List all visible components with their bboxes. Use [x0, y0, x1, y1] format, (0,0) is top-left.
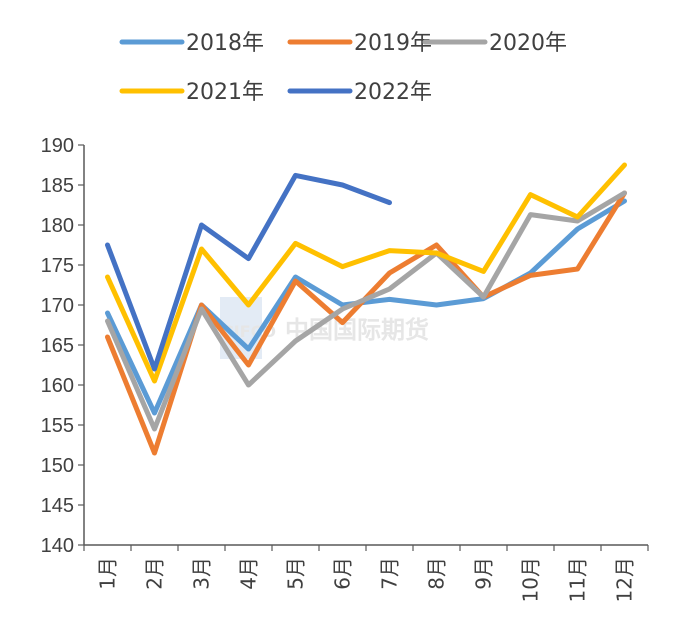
legend: 2018年 2019年 2020年 2021年 2022年	[119, 31, 567, 105]
y-tick-label: 170	[41, 295, 74, 317]
series-line-2020年	[105, 190, 627, 432]
x-tick-label: 7月	[378, 557, 402, 590]
x-tick-label: 5月	[284, 557, 308, 590]
x-axis: 1月 2月 3月 4月 5月 6月 7月 8月 9月 10月 11月 12月	[83, 544, 649, 602]
series-line-2018年	[105, 198, 627, 416]
y-tick-label: 180	[41, 215, 74, 237]
legend-item: 2020年	[422, 31, 567, 56]
y-tick-label: 160	[41, 375, 74, 397]
series-line-2021年	[105, 162, 627, 384]
x-tick-label: 4月	[237, 557, 261, 590]
series-lines	[105, 162, 627, 456]
x-tick-label: 8月	[425, 557, 449, 590]
y-tick-label: 155	[41, 415, 74, 437]
legend-label: 2022年	[354, 80, 432, 105]
x-tick-label: 6月	[331, 557, 355, 590]
x-tick-label: 1月	[96, 557, 120, 590]
y-tick-label: 140	[41, 535, 74, 557]
y-axis: 140 145 150 155 160 165 170 175 180 185 190	[41, 135, 85, 557]
y-tick-label: 175	[41, 255, 74, 277]
y-tick-label: 165	[41, 335, 74, 357]
legend-item: 2022年	[287, 80, 432, 105]
legend-label: 2021年	[186, 80, 264, 105]
legend-item: 2019年	[287, 31, 432, 56]
legend-label: 2020年	[489, 31, 567, 56]
watermark-text: 中国国际期货	[285, 316, 429, 344]
y-tick-label: 145	[41, 495, 74, 517]
legend-item: 2021年	[119, 80, 264, 105]
x-tick-label: 11月	[566, 557, 590, 602]
legend-item: 2018年	[119, 31, 264, 56]
x-tick-label: 3月	[190, 557, 214, 590]
legend-label: 2018年	[186, 31, 264, 56]
x-tick-label: 10月	[519, 557, 543, 602]
y-tick-label: 150	[41, 455, 74, 477]
legend-label: 2019年	[354, 31, 432, 56]
series-line-2022年	[105, 172, 392, 372]
x-tick-label: 2月	[143, 557, 167, 590]
x-tick-label: 12月	[613, 557, 637, 602]
y-tick-label: 185	[41, 175, 74, 197]
y-tick-label: 190	[41, 135, 74, 157]
x-tick-label: 9月	[472, 557, 496, 590]
